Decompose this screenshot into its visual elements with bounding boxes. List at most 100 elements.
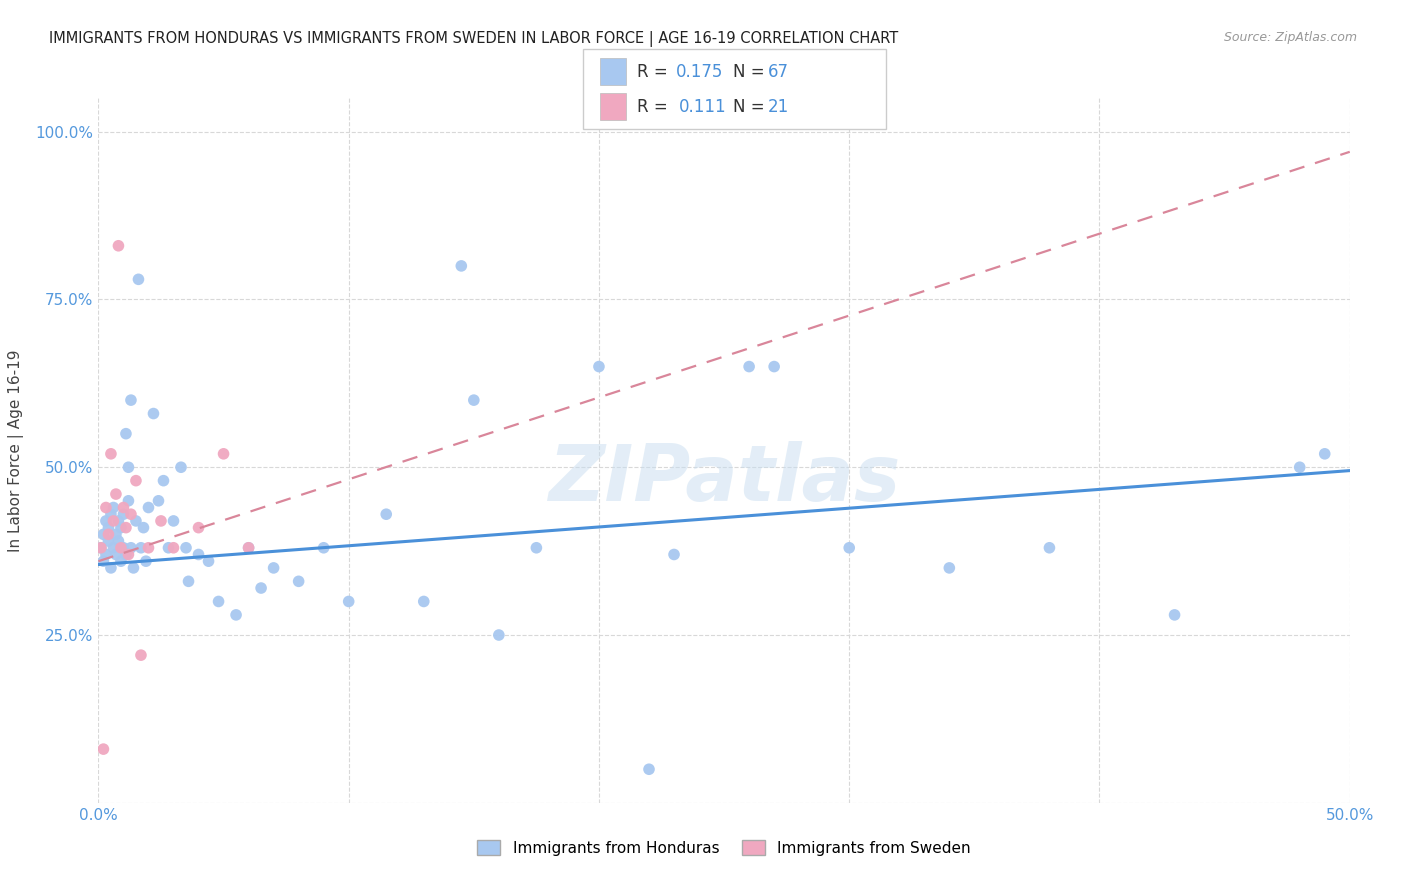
Point [263, 561, 285, 575]
Point [97, 527, 120, 541]
Point [148, 493, 170, 508]
Text: IMMIGRANTS FROM HONDURAS VS IMMIGRANTS FROM SWEDEN IN LABOR FORCE | AGE 16-19 CO: IMMIGRANTS FROM HONDURAS VS IMMIGRANTS F… [49, 31, 898, 47]
Point [93, 527, 115, 541]
Point [135, 554, 157, 568]
Point [638, 762, 661, 776]
Point [337, 594, 360, 608]
Point [238, 541, 260, 555]
Point [127, 272, 149, 286]
Point [94, 514, 117, 528]
Point [120, 393, 142, 408]
Point [150, 514, 173, 528]
Point [94, 500, 117, 515]
Point [117, 493, 139, 508]
Point [120, 541, 142, 555]
Point [112, 507, 135, 521]
Point [93, 554, 115, 568]
Point [103, 514, 125, 528]
Point [197, 554, 219, 568]
Point [162, 541, 184, 555]
Point [117, 460, 139, 475]
Point [212, 447, 235, 461]
Point [1163, 607, 1185, 622]
Y-axis label: In Labor Force | Age 16-19: In Labor Force | Age 16-19 [8, 349, 24, 552]
Point [100, 561, 122, 575]
Point [138, 541, 160, 555]
Point [177, 574, 200, 589]
Point [838, 541, 860, 555]
Text: 67: 67 [768, 62, 789, 80]
Point [450, 259, 472, 273]
Point [132, 521, 155, 535]
Point [107, 534, 129, 549]
Point [129, 648, 152, 662]
Text: 0.111: 0.111 [679, 98, 727, 116]
Point [187, 521, 209, 535]
Point [187, 548, 209, 562]
Point [938, 561, 960, 575]
Point [1313, 447, 1336, 461]
Point [207, 594, 229, 608]
Point [117, 548, 139, 562]
Point [157, 541, 180, 555]
Point [738, 359, 761, 374]
Point [1288, 460, 1310, 475]
Point [312, 541, 335, 555]
Point [100, 507, 122, 521]
Point [97, 534, 120, 549]
Point [763, 359, 786, 374]
Text: R =: R = [637, 98, 678, 116]
Point [110, 554, 132, 568]
Point [112, 541, 135, 555]
Point [104, 487, 127, 501]
Point [110, 541, 132, 555]
Point [125, 514, 148, 528]
Point [588, 359, 610, 374]
Point [104, 548, 127, 562]
Point [174, 541, 197, 555]
Legend: Immigrants from Honduras, Immigrants from Sweden: Immigrants from Honduras, Immigrants fro… [471, 834, 977, 862]
Point [115, 521, 138, 535]
Point [250, 581, 273, 595]
Point [662, 548, 685, 562]
Point [115, 548, 138, 562]
Point [112, 500, 135, 515]
Point [412, 594, 434, 608]
Point [103, 541, 125, 555]
Text: 0.175: 0.175 [676, 62, 724, 80]
Point [115, 426, 138, 441]
Point [238, 541, 260, 555]
Point [110, 521, 132, 535]
Point [90, 541, 112, 555]
Point [162, 514, 184, 528]
Text: N =: N = [733, 98, 769, 116]
Point [152, 474, 174, 488]
Point [287, 574, 309, 589]
Point [142, 407, 165, 421]
Point [463, 393, 485, 408]
Point [93, 742, 115, 756]
Point [103, 500, 125, 515]
Point [97, 521, 120, 535]
Point [125, 474, 148, 488]
Point [120, 507, 142, 521]
Point [225, 607, 247, 622]
Point [100, 447, 122, 461]
Point [94, 548, 117, 562]
Point [524, 541, 547, 555]
Text: 21: 21 [768, 98, 789, 116]
Text: R =: R = [637, 62, 673, 80]
Point [1038, 541, 1060, 555]
Point [488, 628, 510, 642]
Point [138, 500, 160, 515]
Text: N =: N = [733, 62, 769, 80]
Point [104, 527, 127, 541]
Text: ZIPatlas: ZIPatlas [548, 441, 900, 516]
Point [90, 541, 112, 555]
Point [170, 460, 193, 475]
Point [107, 239, 129, 253]
Text: Source: ZipAtlas.com: Source: ZipAtlas.com [1223, 31, 1357, 45]
Point [129, 541, 152, 555]
Point [122, 561, 145, 575]
Point [107, 514, 129, 528]
